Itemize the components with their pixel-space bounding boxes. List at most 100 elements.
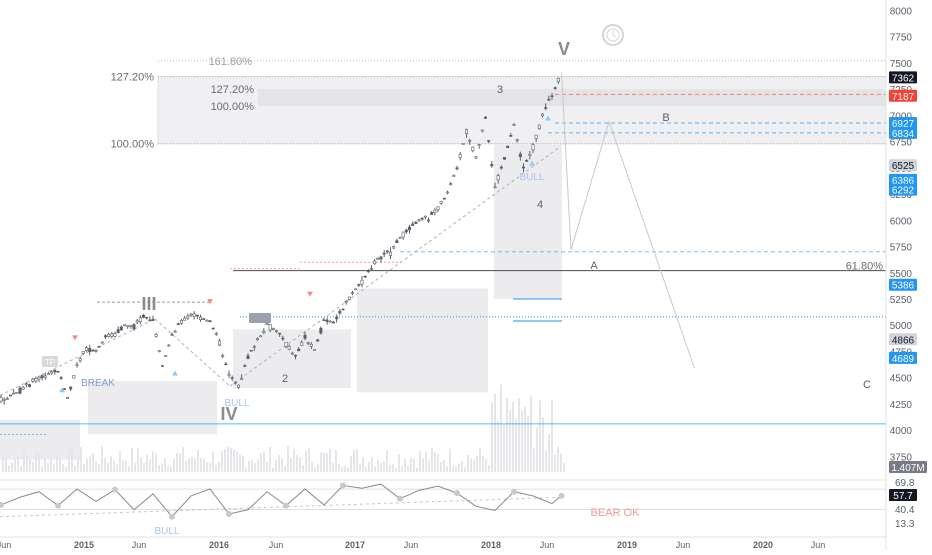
volume-bar [320,452,322,472]
candle-body [246,355,250,360]
volume-bar [539,400,541,472]
osc-dot [511,488,517,495]
candle-body [449,183,453,185]
candle-body [363,275,367,278]
candle-body [240,378,244,380]
candle-body [328,320,332,323]
price-level-badge [889,126,917,139]
volume-bar [71,446,73,472]
volume-bar [146,454,148,472]
candle-body [512,124,516,126]
wave-label: C [863,379,871,391]
signal-triangle [545,115,551,121]
volume-bar [284,466,286,472]
candle-body [436,206,440,210]
candle-body [18,387,22,394]
candle-body [550,95,554,98]
volume-bar [260,452,262,472]
candle-body [2,399,6,401]
candle-body [338,310,342,314]
time-tick-label: 2019 [617,540,637,550]
volume-bar [251,460,253,472]
volume-bar [77,458,79,472]
candle-body [287,346,291,350]
volume-bar [8,465,10,472]
volume-bar [308,448,310,472]
volume-bar [248,460,250,472]
clock-icon-hand [612,34,617,38]
candle-body [366,270,370,273]
candle-body [281,337,285,340]
volume-bar [440,462,442,472]
volume-bar [14,458,16,472]
candle-body [34,377,38,382]
candle-body [477,144,481,146]
volume-bar [311,462,313,472]
candle-body [5,398,9,400]
tp-label: TP [45,358,55,367]
candle-body [521,166,525,169]
volume-bar [104,458,106,472]
candle-body [433,209,437,213]
volume-bar [548,434,550,472]
candle-body [53,369,57,373]
candle-body [344,301,348,303]
osc-dot [0,501,4,508]
time-tick-label: 2018 [481,540,501,550]
time-tick-label: Jun [132,540,147,550]
candle-body [430,212,434,215]
volume-bar [182,446,184,472]
candle-body [395,240,399,244]
volume-bar [107,462,109,472]
candle-body [173,330,177,333]
price-tick-label: 4500 [890,374,913,385]
volume-bar [341,467,343,472]
candle-body [401,231,405,238]
osc-current-badge [889,489,917,501]
candle-body [40,375,44,378]
candle-body [56,371,60,373]
volume-bar [215,465,217,472]
price-level-label: 6292 [892,186,915,197]
fib-box-inner [258,89,886,106]
volume-bar [509,409,511,472]
candle-body [382,252,386,255]
volume-bar [206,462,208,472]
candle-body [243,365,247,367]
price-level-label: 4689 [892,354,915,365]
time-axis[interactable]: Jun 2015 Jun 2016 Jun 2017 Jun 2018 Jun 2019 Jun 20… [0,536,886,550]
candle-body [480,129,484,132]
price-level-label: 6927 [892,119,915,130]
volume-bar [86,458,88,472]
price-level-badge [889,183,917,196]
candle-body [259,335,263,338]
price-level-badge [889,159,917,172]
volume-bar [83,463,85,472]
candle-body [528,153,532,156]
candle-body [518,153,522,158]
volume-bar [131,447,133,472]
volume-bar [116,464,118,472]
volume-bar [62,464,64,472]
candle-body [474,156,478,159]
price-axis[interactable]: 8000775075007250700067506500625060005750… [885,0,932,550]
volume-bar [503,424,505,472]
volume-bar [236,451,238,472]
candle-body [119,326,123,331]
volume-bar [374,466,376,472]
volume-bar [110,455,112,472]
volume-bar [305,450,307,472]
volume-bar [65,466,67,472]
volume-bar [254,463,256,472]
trend-line [0,318,156,396]
candle-body [379,256,383,260]
candle-body [192,313,196,317]
volume-bar [155,453,157,472]
volume-bar [446,466,448,472]
volume-bar [272,467,274,472]
candle-body [94,349,98,352]
volume-bar [458,463,460,472]
candle-body [360,279,364,285]
